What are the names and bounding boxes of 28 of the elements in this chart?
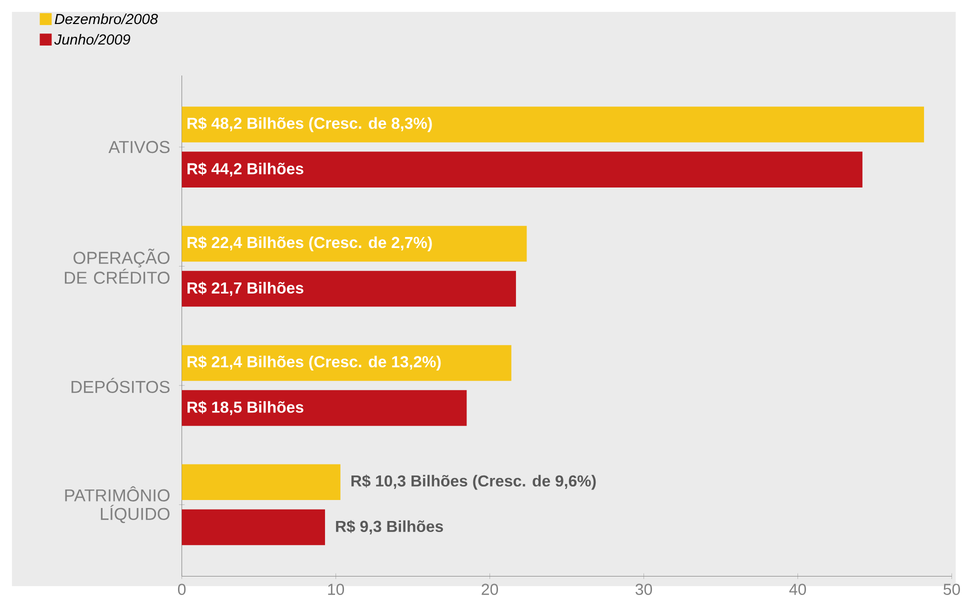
bar — [182, 226, 527, 262]
y-tick-label: OPERAÇÃO DE CRÉDITO — [64, 248, 170, 284]
data-label: R$ 9,3 Bilhões — [336, 520, 443, 534]
bar — [182, 151, 862, 188]
x-tick-label: 20 — [482, 584, 498, 595]
bar — [182, 509, 326, 545]
data-label: R$ 48,2 Bilhões (Cresc. de 8,3%) — [188, 116, 432, 132]
data-label: R$ 22,4 Bilhões (Cresc. de 2,7%) — [188, 236, 432, 252]
x-tick-label: 40 — [789, 584, 806, 595]
data-label: R$ 44,2 Bilhões — [188, 162, 304, 176]
y-tick-label: PATRIMÔNIO LÍQUIDO — [65, 486, 170, 523]
data-label: R$ 21,7 Bilhões — [188, 281, 304, 296]
y-tick-label: DEPÓSITOS — [72, 378, 170, 393]
data-label: R$ 21,4 Bilhões (Cresc. de 13,2%) — [188, 355, 441, 370]
data-label: R$ 18,5 Bilhões — [188, 400, 304, 415]
legend-label: Dezembro/2008 — [54, 13, 158, 24]
y-tick-label: ATIVOS — [108, 140, 170, 153]
bar — [182, 344, 512, 381]
bar — [182, 464, 340, 500]
x-tick-label: 50 — [944, 584, 960, 595]
x-tick-label: 0 — [178, 584, 186, 595]
bar — [182, 390, 467, 426]
x-tick-label: 10 — [328, 584, 344, 595]
bar — [182, 270, 516, 306]
legend-label: Junho/2009 — [54, 34, 130, 44]
bar — [182, 106, 924, 142]
data-label: R$ 10,3 Bilhões (Cresc. de 9,6%) — [351, 474, 596, 490]
x-tick-label: 30 — [636, 584, 652, 595]
